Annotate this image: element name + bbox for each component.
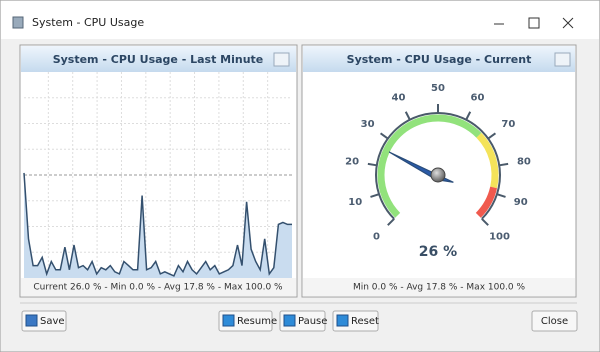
maximize[interactable] [528, 17, 540, 29]
gauge-value-label: 26 % [419, 244, 457, 260]
close-x[interactable] [562, 17, 574, 29]
gauge-tick [481, 218, 489, 226]
gauge-tick [370, 193, 380, 198]
needle [388, 151, 454, 183]
button[interactable]: Close [531, 310, 578, 332]
button-icon [283, 314, 296, 327]
gauge-tick-label: 10 [348, 197, 362, 208]
gauge-tick-label: 50 [431, 83, 445, 94]
app-icon [12, 16, 24, 29]
button-face [531, 310, 578, 332]
panel-title: System - CPU Usage - Last Minute [53, 53, 264, 66]
button[interactable]: Resume [218, 310, 277, 332]
gauge-tick [404, 111, 411, 121]
footer-text: Current 26.0 % - Min 0.0 % - Avg 17.8 % … [33, 283, 283, 293]
gauge-ring [375, 112, 501, 220]
gauge-tick-label: 90 [514, 197, 528, 208]
button-icon [222, 314, 235, 327]
panel-footer [303, 278, 575, 296]
button-label: Save [40, 316, 65, 327]
panel-title: System - CPU Usage - Current [347, 53, 532, 66]
menu-button[interactable] [554, 52, 571, 67]
button[interactable]: Reset [332, 310, 379, 332]
gauge-tick-label: 70 [501, 119, 515, 130]
footer-text: Min 0.0 % - Avg 17.8 % - Max 100.0 % [353, 283, 526, 293]
panel-header [303, 46, 575, 72]
gauge-tick-label: 0 [373, 232, 380, 243]
gauge-tick-label: 30 [361, 119, 375, 130]
gauge-band [475, 186, 498, 218]
gauge-tick-label: 100 [489, 232, 510, 243]
gauge-tick [487, 132, 497, 140]
gauge-band [476, 132, 499, 189]
panel-header [21, 46, 296, 72]
gauge-tick [387, 218, 395, 226]
button-icon [336, 314, 349, 327]
line [23, 172, 292, 277]
button-label: Pause [298, 316, 327, 327]
button-bar: Save Resume Pause Reset Close [21, 310, 578, 332]
gauge-tick [496, 193, 506, 198]
button-label: Resume [237, 316, 277, 327]
window-title: System - CPU Usage [32, 16, 144, 29]
button-label: Reset [351, 316, 379, 327]
gauge-tick [379, 132, 389, 140]
gauge-tick-label: 40 [392, 92, 406, 103]
button-icon [25, 314, 38, 327]
menu-button[interactable] [273, 52, 290, 67]
button[interactable]: Save [21, 310, 67, 332]
gauge-tick-label: 60 [471, 92, 485, 103]
gauge-tick-label: 20 [345, 156, 359, 167]
button-label: Close [541, 316, 568, 327]
gauge-tick-label: 80 [517, 156, 531, 167]
gauge-tick [465, 111, 472, 121]
gauge-tick [499, 162, 509, 167]
panel-footer [21, 278, 296, 296]
area-fill [24, 172, 292, 278]
title-bar [1, 1, 599, 39]
gauge-band [377, 114, 482, 218]
button[interactable]: Pause [279, 310, 327, 332]
gauge-tick [367, 162, 377, 167]
needle-hub [430, 167, 446, 183]
